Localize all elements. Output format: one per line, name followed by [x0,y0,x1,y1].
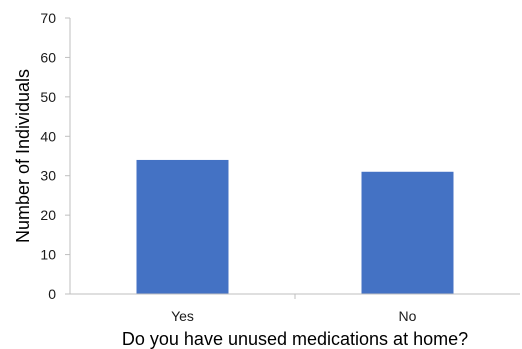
x-tick-label: Yes [171,308,194,324]
x-axis-title: Do you have unused medications at home? [122,329,468,349]
y-tick-label: 60 [40,49,56,65]
y-tick-label: 10 [40,247,56,263]
y-axis-title: Number of Individuals [13,69,33,243]
bar-yes [136,159,229,294]
y-tick-label: 40 [40,128,56,144]
y-tick-label: 70 [40,10,56,26]
y-tick-label: 20 [40,207,56,223]
y-tick-label: 50 [40,89,56,105]
y-tick-label: 0 [48,286,56,302]
y-tick-label: 30 [40,168,56,184]
x-tick-label: No [399,308,417,324]
bar-no [361,171,454,294]
bars [136,159,454,294]
x-axis-ticks: Yes No [171,294,417,324]
y-axis-ticks: 0 10 20 30 40 50 60 70 [40,10,70,302]
